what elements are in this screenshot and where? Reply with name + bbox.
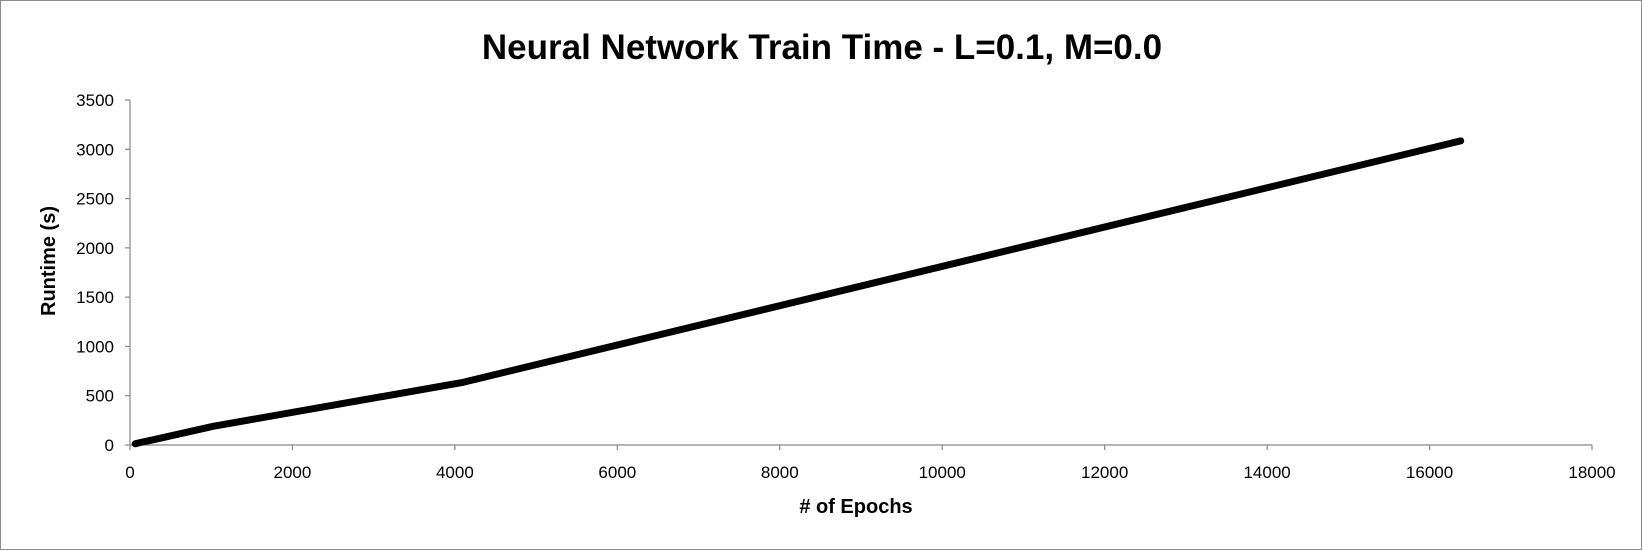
x-tick-label: 0 [125,463,134,482]
x-tick-label: 16000 [1406,463,1453,482]
x-tick-label: 2000 [274,463,312,482]
y-tick-label: 3000 [76,140,114,159]
y-tick-label: 3500 [76,91,114,110]
x-tick-label: 6000 [598,463,636,482]
y-axis-label: Runtime (s) [38,206,60,316]
x-axis-ticks: 0 2000 4000 6000 8000 10000 12000 14000 16000 180… [125,445,1615,482]
x-tick-label: 18000 [1568,463,1615,482]
y-tick-label: 500 [86,387,114,406]
y-axis-ticks: 0 500 1000 1500 2000 2500 3000 3500 [76,91,130,455]
x-tick-label: 14000 [1243,463,1290,482]
x-axis-label: # of Epochs [799,496,912,518]
y-tick-label: 1000 [76,337,114,356]
series-line [135,141,1461,444]
y-tick-label: 1500 [76,288,114,307]
y-tick-label: 2000 [76,239,114,258]
x-tick-label: 4000 [436,463,474,482]
series-group [135,141,1461,444]
x-tick-label: 8000 [761,463,799,482]
x-tick-label: 12000 [1081,463,1128,482]
y-tick-label: 0 [105,436,114,455]
chart-title: Neural Network Train Time - L=0.1, M=0.0 [482,28,1162,67]
y-tick-label: 2500 [76,190,114,209]
x-tick-label: 10000 [919,463,966,482]
